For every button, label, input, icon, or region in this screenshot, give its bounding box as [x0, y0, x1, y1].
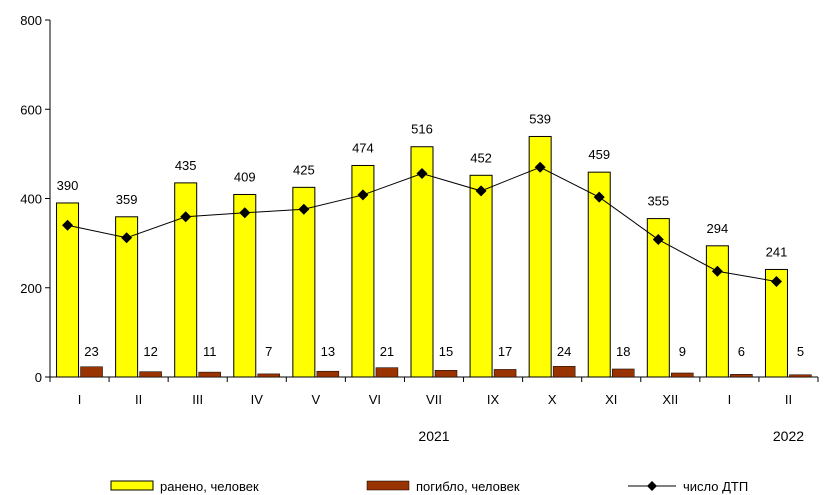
marker-accidents [239, 207, 251, 219]
data-label-injured: 474 [352, 140, 374, 155]
bar-deaths [493, 369, 517, 378]
bar-deaths [80, 366, 103, 378]
x-tick-label: XII [662, 392, 678, 407]
bar-deaths [434, 370, 458, 378]
data-label-injured: 539 [529, 111, 551, 126]
bars [56, 135, 812, 378]
data-label-deaths: 6 [738, 344, 745, 359]
data-label-injured: 459 [588, 147, 610, 162]
x-tick-label: XI [605, 392, 617, 407]
bar-injured [469, 174, 493, 378]
year-label: 2022 [773, 428, 804, 444]
legend-label-injured: ранено, человек [160, 479, 259, 494]
marker-accidents [652, 234, 664, 246]
marker-accidents [711, 265, 723, 277]
x-tick-label: V [312, 392, 321, 407]
data-label-deaths: 17 [498, 344, 512, 359]
data-label-injured: 294 [707, 221, 729, 236]
data-label-deaths: 5 [797, 344, 804, 359]
x-tick-label: I [78, 392, 82, 407]
x-tick-label: II [135, 392, 142, 407]
bar-injured [115, 216, 139, 378]
bar-injured [587, 171, 611, 378]
marker-accidents [416, 168, 428, 180]
bar-deaths [611, 368, 635, 378]
bar-deaths [316, 370, 340, 378]
marker-accidents [770, 276, 782, 288]
data-label-deaths: 11 [203, 344, 217, 359]
x-tick-label: VII [426, 392, 442, 407]
bar-injured [56, 202, 80, 378]
data-label-injured: 359 [116, 192, 138, 207]
bar-deaths [789, 374, 812, 378]
bar-injured [646, 218, 670, 378]
line-series [62, 161, 782, 288]
x-tick-label: I [728, 392, 732, 407]
bar-deaths [139, 371, 162, 378]
data-label-deaths: 21 [380, 344, 394, 359]
data-label-injured: 390 [57, 178, 79, 193]
y-tick-label: 200 [20, 281, 42, 296]
bar-injured [174, 182, 198, 378]
marker-accidents [62, 219, 74, 231]
data-label-deaths: 24 [557, 344, 571, 359]
legend-label-deaths: погибло, человек [416, 479, 520, 494]
x-tick-label: IX [487, 392, 500, 407]
bar-deaths [375, 367, 399, 378]
data-label-deaths: 23 [84, 344, 98, 359]
legend-swatch-injured [110, 480, 154, 491]
marker-accidents [475, 185, 487, 197]
bar-deaths [198, 371, 221, 378]
marker-accidents [534, 161, 546, 173]
marker-accidents [593, 191, 605, 203]
y-tick-label: 400 [20, 192, 42, 207]
data-label-injured: 241 [766, 244, 788, 259]
data-label-deaths: 13 [321, 344, 335, 359]
bar-injured [233, 193, 257, 378]
bar-deaths [730, 374, 753, 378]
y-tick-label: 600 [20, 102, 42, 117]
marker-accidents [180, 211, 192, 223]
legend-swatch-deaths [366, 480, 410, 491]
bar-injured [705, 245, 729, 378]
legend-swatch-accidents-marker [647, 481, 657, 491]
data-label-injured: 409 [234, 169, 256, 184]
data-label-deaths: 9 [679, 344, 686, 359]
legend-label-accidents: число ДТП [683, 479, 748, 494]
x-tick-label: IV [251, 392, 264, 407]
legend: ранено, человек погибло, человек число ДТП [110, 479, 748, 494]
bar-injured [410, 146, 434, 378]
x-tick-label: X [548, 392, 557, 407]
bar-deaths [257, 373, 281, 378]
data-label-deaths: 15 [439, 344, 453, 359]
data-label-injured: 435 [175, 158, 197, 173]
x-tick-label: VI [369, 392, 381, 407]
data-label-injured: 425 [293, 162, 315, 177]
bar-injured [528, 135, 552, 378]
data-label-injured: 452 [470, 150, 492, 165]
bar-deaths [671, 372, 694, 378]
bar-injured [292, 186, 316, 378]
data-label-deaths: 7 [265, 344, 272, 359]
data-label-injured: 516 [411, 122, 433, 137]
y-tick-label: 0 [35, 370, 42, 385]
data-label-deaths: 12 [143, 344, 157, 359]
data-label-injured: 355 [647, 194, 669, 209]
marker-accidents [357, 189, 369, 201]
data-label-deaths: 18 [616, 344, 630, 359]
bar-deaths [552, 366, 576, 378]
marker-accidents [121, 232, 133, 244]
marker-accidents [298, 203, 310, 215]
bar-injured [351, 164, 375, 378]
year-label: 2021 [418, 428, 449, 444]
y-tick-label: 800 [20, 13, 42, 28]
bar-injured [764, 268, 788, 378]
x-tick-label: III [192, 392, 203, 407]
x-tick-label: II [785, 392, 792, 407]
